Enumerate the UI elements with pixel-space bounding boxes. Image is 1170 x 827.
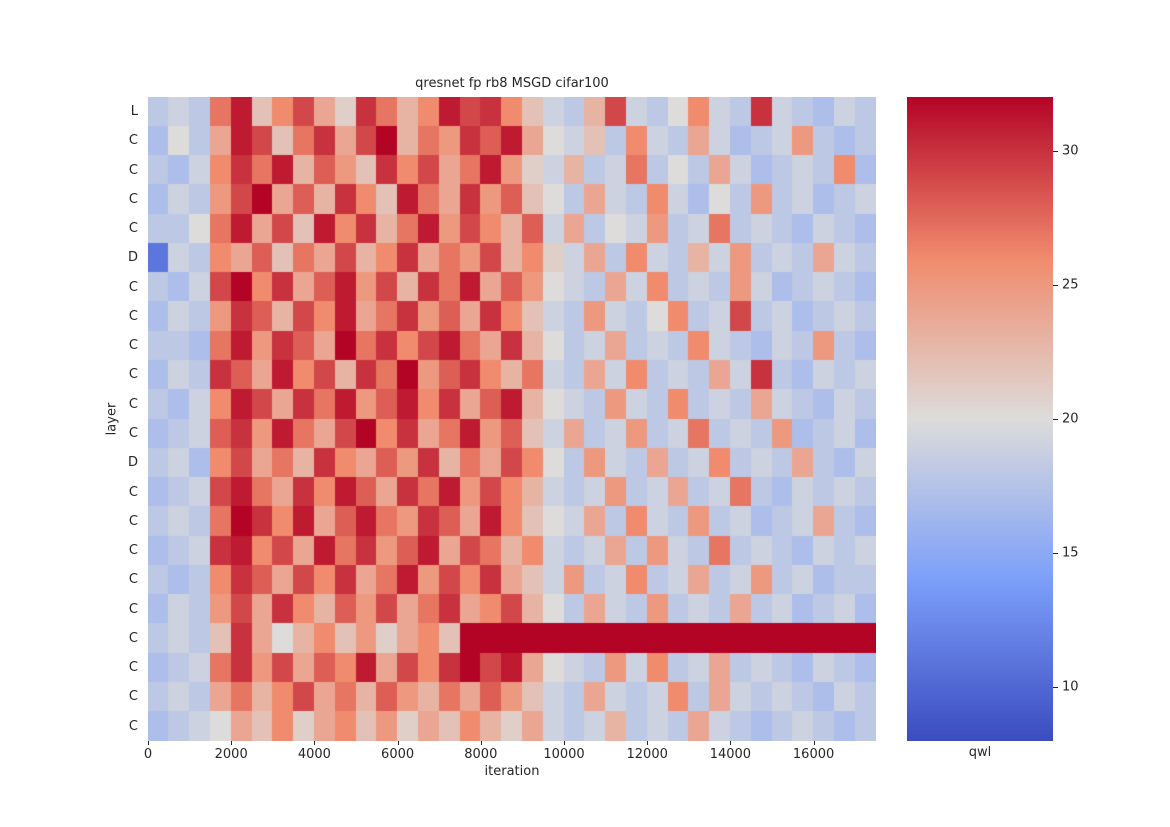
y-tick-label: C (128, 133, 138, 149)
x-tick-label: 6000 (381, 747, 415, 762)
heatmap-canvas (148, 97, 876, 741)
y-tick-label: D (127, 250, 138, 266)
x-tick-label: 4000 (297, 747, 331, 762)
colorbar-tick-mark (1053, 150, 1058, 152)
y-tick-label: D (127, 455, 138, 471)
x-tick-mark (480, 741, 482, 745)
y-tick-label: C (128, 338, 138, 354)
x-tick-mark (647, 741, 649, 745)
chart-title: qresnet fp rb8 MSGD cifar100 (415, 76, 609, 91)
y-tick-label: C (128, 191, 138, 207)
y-tick-label: L (130, 104, 138, 119)
x-tick-mark (397, 741, 399, 745)
x-tick-mark (314, 741, 316, 745)
colorbar-tick-label: 20 (1062, 411, 1079, 427)
colorbar-tick-mark (1053, 553, 1058, 555)
colorbar (907, 97, 1053, 741)
y-tick-label: C (128, 396, 138, 412)
y-tick-label: C (128, 513, 138, 529)
y-tick-label: C (128, 162, 138, 178)
y-tick-label: C (128, 367, 138, 383)
x-tick-label: 2000 (214, 747, 248, 762)
colorbar-tick-label: 30 (1062, 143, 1079, 159)
x-tick-mark (730, 741, 732, 745)
y-tick-label: C (128, 572, 138, 588)
x-tick-label: 16000 (792, 747, 835, 762)
colorbar-tick-mark (1053, 687, 1058, 689)
x-tick-label: 0 (143, 747, 153, 762)
colorbar-tick-mark (1053, 419, 1058, 420)
colorbar-tick-label: 25 (1062, 277, 1079, 293)
x-tick-mark (148, 741, 149, 745)
x-tick-label: 8000 (464, 747, 498, 762)
x-tick-mark (564, 741, 565, 745)
x-tick-mark (231, 741, 233, 745)
colorbar-tick-label: 10 (1062, 679, 1079, 695)
y-tick-label: C (128, 308, 138, 324)
x-tick-mark (813, 741, 815, 745)
x-axis-label: iteration (484, 764, 540, 779)
x-tick-label: 10000 (543, 747, 585, 762)
colorbar-label: qwl (968, 745, 992, 760)
x-tick-label: 14000 (709, 747, 752, 762)
x-tick-label: 12000 (626, 747, 668, 762)
colorbar-tick-label: 15 (1062, 545, 1079, 561)
y-tick-label: C (128, 689, 138, 705)
y-tick-label: C (128, 221, 138, 237)
y-tick-label: C (128, 601, 138, 617)
y-tick-label: C (128, 543, 138, 559)
colorbar-tick-mark (1053, 284, 1058, 286)
y-tick-label: C (128, 484, 138, 500)
y-tick-label: C (128, 426, 138, 441)
y-tick-label: C (128, 718, 138, 734)
y-tick-label: C (128, 660, 138, 676)
y-tick-label: C (128, 279, 138, 295)
y-tick-label: C (128, 630, 138, 646)
